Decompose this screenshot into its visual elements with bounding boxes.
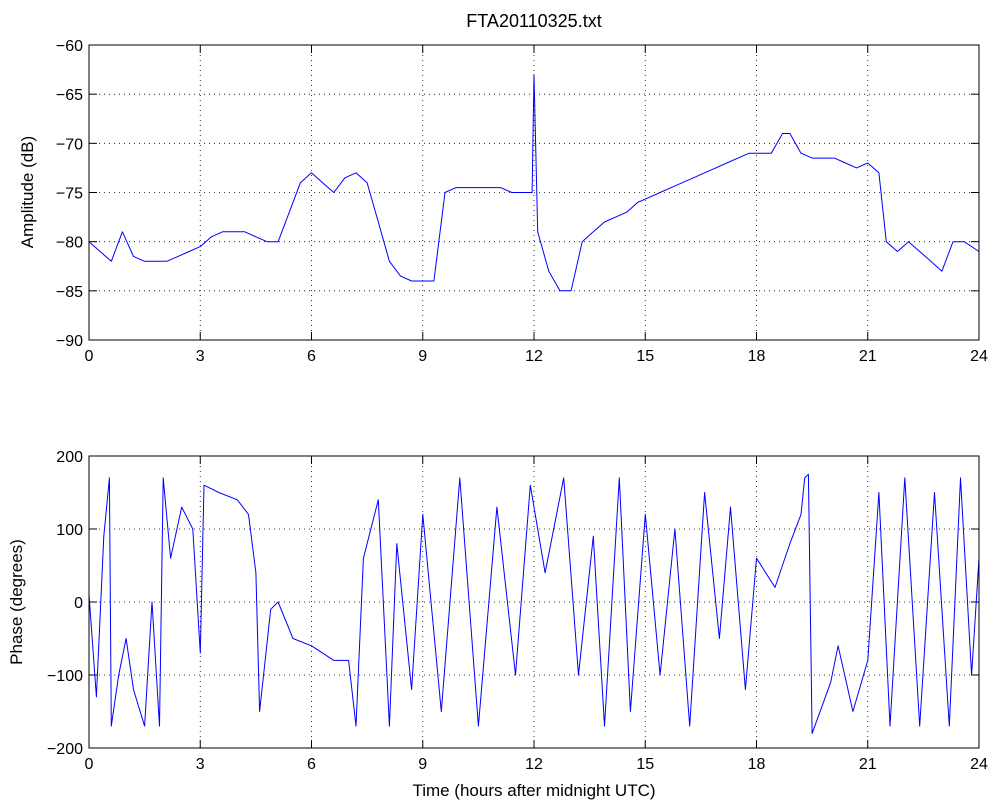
amplitude-x-tick-label: 0 bbox=[85, 348, 94, 365]
amplitude-y-axis-label: Amplitude (dB) bbox=[18, 136, 37, 248]
phase-axes: 0 3 6 9 12 15 18 21 24 200 100 0 −100 −200 Phase (deg… bbox=[7, 449, 988, 800]
phase-axes-frame bbox=[88, 455, 980, 749]
phase-x-tick-label: 6 bbox=[307, 756, 316, 773]
amplitude-y-tick-label: −80 bbox=[56, 235, 83, 252]
amplitude-x-tick-label: 15 bbox=[636, 348, 654, 365]
phase-x-tick-label: 3 bbox=[196, 756, 205, 773]
amplitude-x-tick-label: 18 bbox=[748, 348, 766, 365]
phase-y-tick-label: 100 bbox=[56, 522, 83, 539]
amplitude-ticks: 0 3 6 9 12 15 18 21 24 −60 −65 −70 −75 −80 −85 −90 bbox=[56, 38, 988, 365]
amplitude-y-tick-label: −65 bbox=[56, 87, 83, 104]
amplitude-series-line bbox=[88, 74, 980, 292]
amplitude-y-tick-label: −85 bbox=[56, 284, 83, 301]
phase-x-tick-label: 18 bbox=[748, 756, 766, 773]
phase-y-tick-label: −200 bbox=[47, 741, 83, 758]
phase-x-tick-label: 12 bbox=[525, 756, 543, 773]
amplitude-y-tick-label: −90 bbox=[56, 333, 83, 350]
phase-y-tick-label: −100 bbox=[47, 668, 83, 685]
amplitude-x-tick-label: 12 bbox=[525, 348, 543, 365]
amplitude-chart-title: FTA20110325.txt bbox=[466, 11, 601, 31]
amplitude-y-tick-label: −75 bbox=[56, 186, 83, 203]
phase-x-tick-label: 24 bbox=[970, 756, 988, 773]
phase-x-tick-label: 0 bbox=[85, 756, 94, 773]
phase-y-tick-label: 0 bbox=[74, 595, 83, 612]
amplitude-x-tick-label: 21 bbox=[859, 348, 877, 365]
amplitude-y-tick-label: −60 bbox=[56, 38, 83, 55]
phase-x-tick-label: 21 bbox=[859, 756, 877, 773]
phase-y-tick-label: 200 bbox=[56, 449, 83, 466]
phase-series-line bbox=[88, 473, 980, 734]
amplitude-axes: FTA20110325.txt 0 3 6 9 12 15 18 21 24 −60 −65 −70 −… bbox=[18, 11, 988, 365]
phase-x-tick-label: 9 bbox=[418, 756, 427, 773]
phase-grid bbox=[89, 456, 979, 748]
amplitude-x-tick-label: 24 bbox=[970, 348, 988, 365]
phase-x-axis-label: Time (hours after midnight UTC) bbox=[412, 781, 655, 800]
phase-ticks: 0 3 6 9 12 15 18 21 24 200 100 0 −100 −200 bbox=[47, 449, 988, 773]
amplitude-x-tick-label: 9 bbox=[418, 348, 427, 365]
amplitude-x-tick-label: 3 bbox=[196, 348, 205, 365]
phase-y-axis-label: Phase (degrees) bbox=[7, 539, 26, 665]
amplitude-axes-frame bbox=[88, 44, 980, 341]
phase-x-tick-label: 15 bbox=[636, 756, 654, 773]
amplitude-x-tick-label: 6 bbox=[307, 348, 316, 365]
amplitude-y-tick-label: −70 bbox=[56, 136, 83, 153]
